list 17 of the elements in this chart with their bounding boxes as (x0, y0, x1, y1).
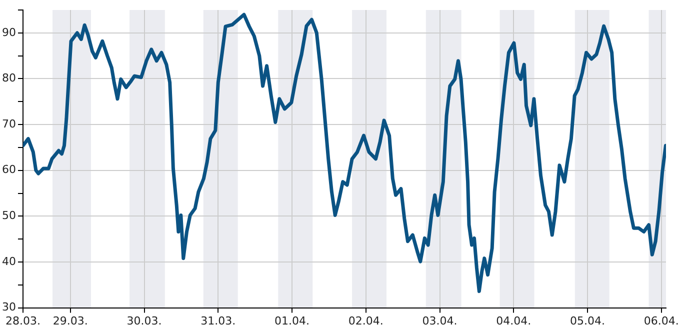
x-tick-label: 29.03. (52, 314, 88, 328)
x-tick-label: 06.04. (644, 314, 679, 328)
x-tick-label: 31.03. (200, 314, 236, 328)
y-tick-label: 80 (2, 72, 16, 85)
y-tick-label: 60 (2, 163, 16, 176)
y-tick-label: 90 (2, 26, 16, 39)
y-tick-label: 70 (2, 117, 16, 130)
x-tick-label: 30.03. (126, 314, 162, 328)
x-tick-label: 28.03. (5, 314, 40, 328)
y-tick-label: 30 (2, 300, 16, 314)
x-tick-label: 05.04. (570, 314, 606, 328)
x-tick-label: 03.04. (422, 314, 458, 328)
y-tick-label: 40 (2, 254, 16, 268)
x-tick-label: 02.04. (348, 314, 384, 328)
x-tick-label: 04.04. (496, 314, 532, 328)
y-tick-label: 50 (2, 209, 16, 222)
x-tick-label: 01.04. (274, 314, 310, 328)
